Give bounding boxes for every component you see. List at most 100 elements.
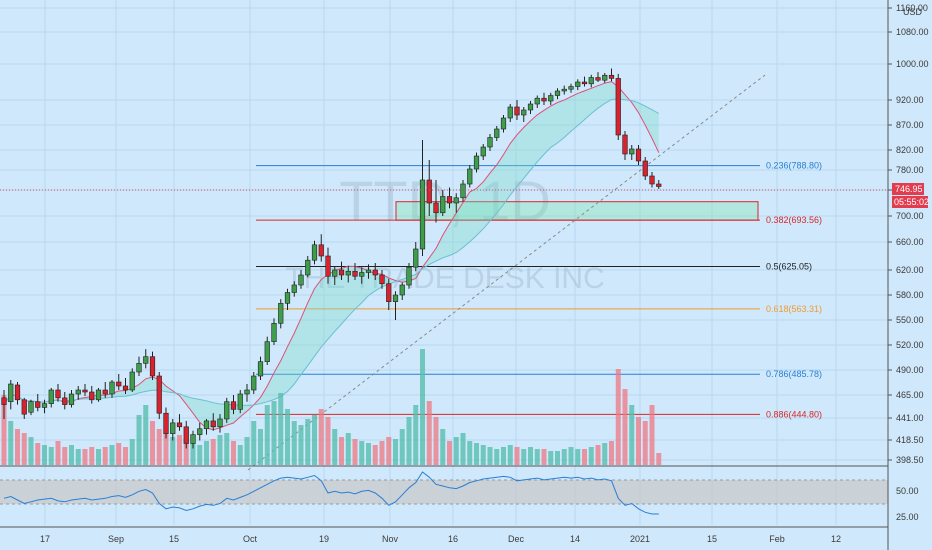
time-tick-label: 17 — [40, 534, 50, 544]
candle-body — [318, 244, 324, 257]
candle — [190, 430, 196, 449]
volume-bar — [609, 441, 614, 465]
price-tick-label: 398.50 — [896, 455, 924, 465]
candle — [14, 382, 21, 405]
time-axis[interactable]: 17 Sep 15 Oct 19 Nov 16 Dec 14 2021 15 Feb 12 — [0, 526, 888, 544]
time-tick-label: 12 — [831, 534, 841, 544]
candle-body — [352, 270, 358, 277]
volume-bar — [244, 437, 250, 465]
candle-body — [35, 401, 41, 408]
candle — [473, 152, 480, 173]
time-tick-label: Dec — [508, 534, 525, 544]
volume-bar — [406, 417, 412, 465]
support-zone[interactable] — [395, 201, 759, 221]
candle-body — [406, 266, 412, 286]
candle — [237, 390, 243, 414]
candle — [365, 264, 372, 279]
candle-body — [156, 375, 162, 414]
last-price-label: 746.95 — [895, 184, 923, 194]
rsi-tick-25: 25.00 — [896, 512, 919, 522]
volume-bar — [35, 443, 41, 465]
volume-bar — [602, 443, 608, 465]
candle — [8, 380, 14, 410]
candle — [230, 395, 237, 415]
price-tick-label: 441.00 — [896, 413, 924, 423]
fib-label-0.236: 0.236(788.80) — [766, 161, 822, 171]
rsi-pane[interactable]: 50.00 25.00 — [0, 465, 919, 522]
candle-body — [311, 244, 318, 261]
volume-bar — [386, 437, 392, 465]
price-tick-label: 520.00 — [896, 340, 924, 350]
candle — [122, 378, 129, 394]
candle — [656, 180, 662, 189]
candle-body — [440, 196, 446, 214]
candle-body — [656, 183, 662, 187]
candle — [183, 420, 189, 449]
price-tick-label: 620.00 — [896, 265, 924, 275]
candle — [332, 266, 338, 285]
volume-bar — [507, 445, 513, 465]
candle-body — [460, 183, 466, 199]
price-tick-label: 1160.00 — [896, 3, 928, 13]
price-axis[interactable]: 1160.00 1080.00 1000.00 920.00 870.00 820.00 7… — [887, 0, 929, 550]
candle — [311, 240, 318, 265]
candle — [210, 413, 216, 431]
volume-bar — [433, 417, 439, 465]
time-tick-label: 14 — [570, 534, 580, 544]
volume-bar — [42, 445, 47, 465]
volume-bar — [75, 449, 81, 465]
candle-body — [473, 155, 480, 170]
volume-bar — [197, 445, 203, 465]
candle-body — [386, 283, 392, 302]
volume-bar — [136, 415, 142, 465]
candle-body — [14, 384, 21, 401]
ma-slow-line — [3, 98, 660, 406]
trendline[interactable] — [247, 74, 766, 471]
candle-body — [642, 160, 648, 177]
volume-bar — [379, 441, 385, 465]
volume-bar — [204, 441, 209, 465]
volume-bar — [474, 443, 479, 465]
candle — [203, 418, 210, 435]
candle-body — [608, 74, 615, 79]
volume-bar — [622, 389, 628, 465]
candle — [1, 390, 7, 419]
candle — [116, 374, 122, 390]
fib-retracement[interactable]: 0.236(788.80) 0.382(693.56) 0.5(625.05) 0.6… — [256, 161, 822, 420]
volume-bar — [440, 429, 446, 465]
fib-label-0.618: 0.618(563.31) — [766, 304, 822, 314]
candle-body — [271, 323, 277, 342]
volume-bar — [426, 401, 432, 465]
candle-body — [527, 103, 534, 111]
countdown-label: 05:55:02 — [894, 197, 929, 207]
volume-bar — [332, 429, 338, 465]
candle — [372, 263, 378, 280]
volume-bar — [494, 449, 500, 465]
candle-body — [453, 197, 459, 204]
candle-body — [82, 389, 88, 393]
candle — [568, 83, 574, 93]
candle-body — [629, 148, 635, 155]
candle — [48, 388, 54, 408]
volume-bar — [467, 441, 473, 465]
candle-body — [176, 422, 183, 428]
time-tick-label: 15 — [169, 534, 179, 544]
candle-body — [62, 397, 68, 405]
candle — [278, 299, 284, 329]
volume-bar — [69, 445, 74, 465]
candle — [318, 234, 324, 262]
candle — [406, 263, 412, 289]
time-tick-label: 2021 — [630, 534, 650, 544]
candle-body — [257, 361, 264, 377]
volume-bar — [251, 421, 257, 465]
candle-body — [419, 179, 426, 250]
candle — [453, 193, 459, 213]
candle-body — [143, 356, 149, 364]
candle-body — [446, 196, 453, 204]
volume-bar — [21, 433, 27, 465]
candle — [527, 101, 534, 114]
candle — [163, 407, 169, 439]
volume-bar — [183, 439, 189, 465]
candle-body — [298, 274, 304, 286]
